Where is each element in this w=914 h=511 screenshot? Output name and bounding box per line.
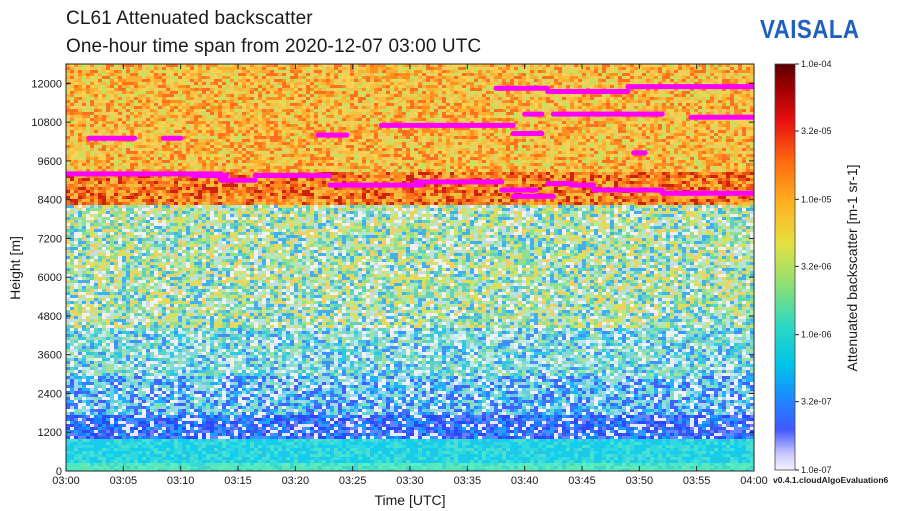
colorbar bbox=[775, 64, 795, 470]
x-axis-label: Time [UTC] bbox=[374, 492, 445, 508]
y-tick-label: 7200 bbox=[38, 233, 62, 245]
x-tick-label: 03:35 bbox=[454, 475, 482, 487]
x-tick-label: 03:50 bbox=[626, 475, 654, 487]
y-tick-label: 1200 bbox=[38, 427, 62, 439]
y-tick-label: 4800 bbox=[38, 311, 62, 323]
x-tick-label: 03:55 bbox=[683, 475, 711, 487]
y-tick-label: 0 bbox=[56, 466, 62, 478]
x-tick-label: 03:10 bbox=[167, 475, 195, 487]
colorbar-tick-label: 1.0e-07 bbox=[801, 465, 832, 475]
x-tick-label: 03:20 bbox=[282, 475, 310, 487]
x-tick-label: 03:05 bbox=[110, 475, 138, 487]
colorbar-tick-label: 3.2e-06 bbox=[801, 261, 832, 271]
y-tick-label: 12000 bbox=[31, 78, 62, 90]
y-tick-label: 2400 bbox=[38, 388, 62, 400]
colorbar-label: Attenuated backscatter [m-1 sr-1] bbox=[844, 165, 860, 372]
y-tick-label: 10800 bbox=[31, 117, 62, 129]
colorbar-tick-label: 1.0e-06 bbox=[801, 330, 832, 340]
colorbar-tick-label: 3.2e-07 bbox=[801, 397, 832, 407]
x-tick-label: 03:40 bbox=[511, 475, 539, 487]
x-tick-label: 03:25 bbox=[339, 475, 367, 487]
y-tick-label: 6000 bbox=[38, 272, 62, 284]
x-tick-label: 03:15 bbox=[224, 475, 252, 487]
y-tick-label: 3600 bbox=[38, 350, 62, 362]
y-tick-label: 9600 bbox=[38, 156, 62, 168]
colorbar-tick-label: 3.2e-05 bbox=[801, 126, 832, 136]
x-tick-label: 04:00 bbox=[740, 475, 768, 487]
x-tick-label: 03:45 bbox=[568, 475, 596, 487]
y-tick-label: 8400 bbox=[38, 195, 62, 207]
y-axis-label: Height [m] bbox=[7, 236, 23, 300]
x-tick-label: 03:30 bbox=[396, 475, 424, 487]
colorbar-tick-label: 1.0e-04 bbox=[801, 59, 832, 69]
colorbar-tick-label: 1.0e-05 bbox=[801, 194, 832, 204]
